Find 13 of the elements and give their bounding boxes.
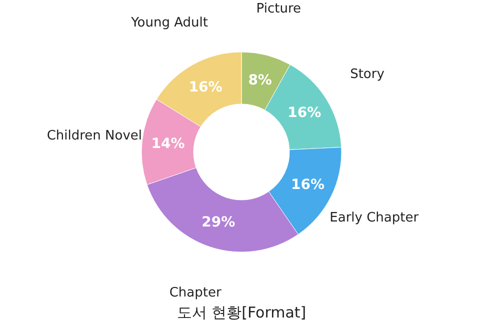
data-label: 8% xyxy=(248,72,272,88)
slice-label: Story xyxy=(350,66,385,82)
text: 도서 현황[Format] xyxy=(176,304,306,320)
data-label: 14% xyxy=(151,136,185,152)
data-label: 29% xyxy=(202,214,236,230)
slice-label: Early Chapter xyxy=(330,210,420,226)
slice-label: Young Adult xyxy=(130,16,208,31)
data-label: 16% xyxy=(291,176,325,193)
slice-label: Chapter xyxy=(169,286,222,301)
data-label: 16% xyxy=(188,79,222,96)
data-label: 16% xyxy=(288,104,322,121)
slice-label: Children Novel xyxy=(46,128,142,144)
slice-label: Picture xyxy=(256,2,302,17)
